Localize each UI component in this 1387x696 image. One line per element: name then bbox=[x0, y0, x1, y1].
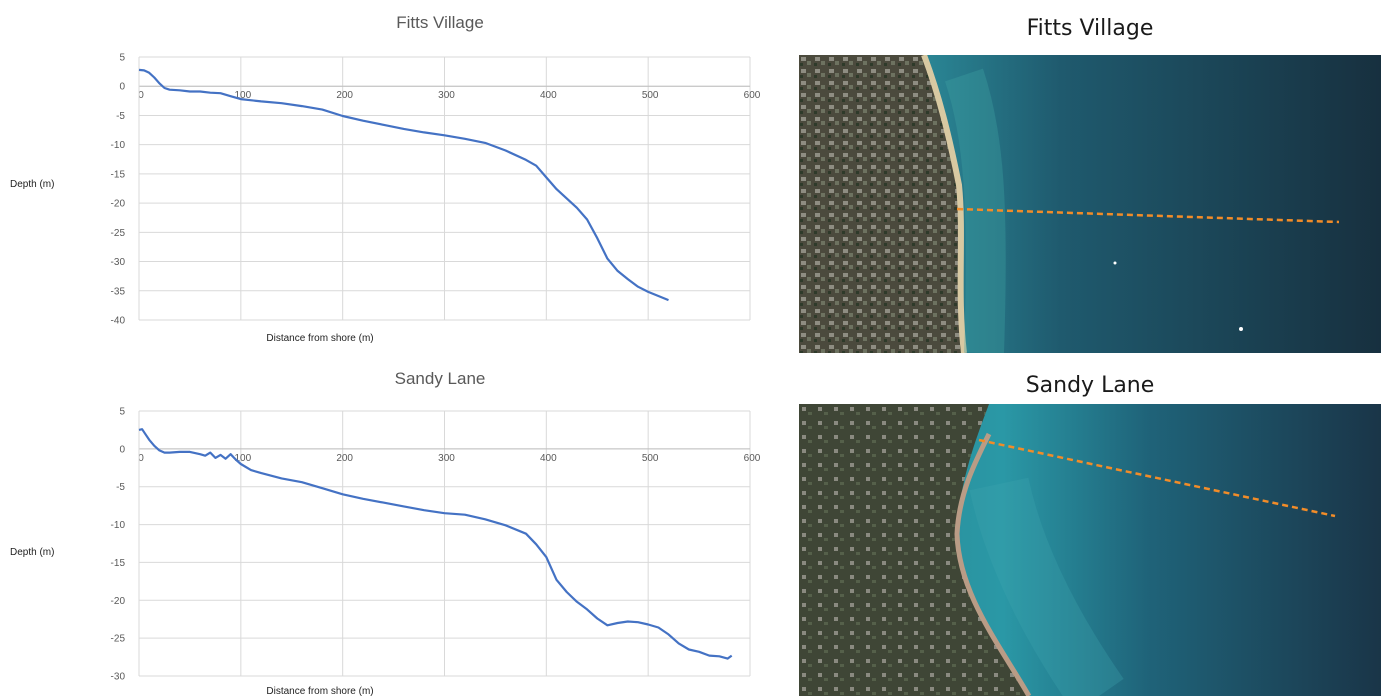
chart1-y-tick-label: -10 bbox=[111, 140, 126, 151]
chart2-y-tick-label: -10 bbox=[111, 520, 126, 531]
chart1-y-tick-label: 5 bbox=[119, 53, 125, 64]
chart1-x-tick-label: 200 bbox=[336, 90, 353, 101]
chart2-x-tick-label: 100 bbox=[234, 453, 251, 464]
chart1-x-tick-label: 500 bbox=[642, 90, 659, 101]
chart2-y-tick-label: -15 bbox=[111, 558, 126, 569]
chart2-y-tick-label: -25 bbox=[111, 634, 126, 645]
chart2-y-tick-label: -20 bbox=[111, 596, 126, 607]
chart1-y-tick-label: -25 bbox=[111, 228, 126, 239]
transect-line-sandy-lane bbox=[978, 438, 1336, 518]
chart1-y-tick-label: -30 bbox=[111, 257, 126, 268]
chart2-series-line bbox=[138, 428, 733, 660]
chart1-y-tick-label: 0 bbox=[119, 82, 125, 93]
chart2-x-tick-label: 500 bbox=[642, 453, 659, 464]
chart1-y-tick-label: -5 bbox=[116, 111, 125, 122]
chart2-x-tick-label: 300 bbox=[438, 453, 455, 464]
chart1-x-tick-label: 300 bbox=[438, 90, 455, 101]
chart1-x-tick-label: 400 bbox=[540, 90, 557, 101]
chart1-y-tick-label: -35 bbox=[111, 286, 126, 297]
chart2-x-tick-label: 0 bbox=[138, 453, 144, 464]
satellite-image-sandy-lane bbox=[799, 404, 1381, 696]
chart2-y-axis-label: Depth (m) bbox=[10, 547, 54, 558]
chart2-title: Sandy Lane bbox=[395, 369, 486, 388]
chart1-y-axis-label: Depth (m) bbox=[10, 179, 54, 190]
chart1-y-tick-label: -40 bbox=[111, 316, 126, 327]
chart2-y-tick-label: -5 bbox=[116, 482, 125, 493]
transect-line-fitts-village bbox=[956, 207, 1340, 224]
chart1-y-tick-label: -20 bbox=[111, 199, 126, 210]
chart1-x-tick-label: 600 bbox=[744, 90, 761, 101]
chart2-x-tick-label: 600 bbox=[744, 453, 761, 464]
map-title-fitts-village: Fitts Village bbox=[1026, 16, 1154, 41]
chart1-title: Fitts Village bbox=[396, 13, 484, 32]
aerial-map-fitts-village bbox=[799, 55, 1381, 353]
chart2-x-tick-label: 200 bbox=[336, 453, 353, 464]
chart1-y-tick-label: -15 bbox=[111, 169, 126, 180]
depth-profile-charts: 50-5-10-15-20-25-30-35-400 100 200 300 400 50… bbox=[10, 13, 761, 696]
chart1-x-axis-label: Distance from shore (m) bbox=[266, 333, 373, 344]
map-title-sandy-lane: Sandy Lane bbox=[1025, 373, 1155, 398]
chart2-x-axis-label: Distance from shore (m) bbox=[266, 686, 373, 696]
chart1-x-tick-label: 100 bbox=[234, 90, 251, 101]
chart2-y-tick-label: -30 bbox=[111, 672, 126, 683]
chart2-x-tick-label: 400 bbox=[540, 453, 557, 464]
chart2-y-tick-label: 0 bbox=[119, 444, 125, 455]
chart1-x-tick-label: 0 bbox=[138, 90, 144, 101]
chart1-series-line bbox=[138, 68, 669, 302]
satellite-image-fitts-village bbox=[799, 55, 1381, 353]
chart2-y-tick-label: 5 bbox=[119, 407, 125, 418]
aerial-map-sandy-lane bbox=[799, 404, 1381, 696]
